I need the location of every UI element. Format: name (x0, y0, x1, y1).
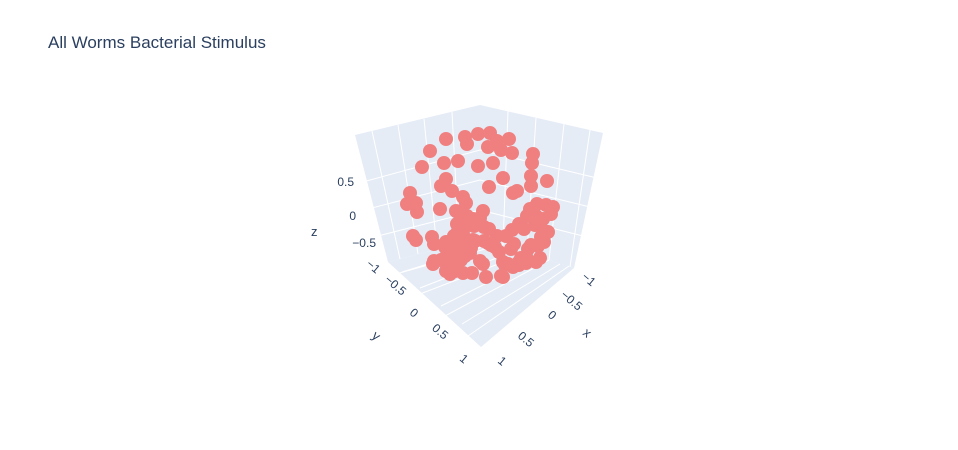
data-point[interactable] (403, 186, 417, 200)
data-point[interactable] (400, 197, 414, 211)
data-point[interactable] (476, 257, 490, 271)
data-point[interactable] (423, 144, 437, 158)
data-point[interactable] (486, 156, 500, 170)
data-point[interactable] (524, 179, 538, 193)
data-point[interactable] (496, 270, 510, 284)
data-point[interactable] (533, 251, 547, 265)
data-point[interactable] (525, 156, 539, 170)
data-point[interactable] (425, 230, 439, 244)
data-point[interactable] (415, 160, 429, 174)
data-point[interactable] (410, 205, 424, 219)
data-point[interactable] (460, 137, 474, 151)
data-point[interactable] (426, 257, 440, 271)
data-point[interactable] (439, 172, 453, 186)
x-tick-0.5: 0.5 (515, 329, 537, 351)
data-point[interactable] (498, 258, 512, 272)
data-point[interactable] (456, 227, 470, 241)
data-point[interactable] (540, 174, 554, 188)
data-point[interactable] (439, 132, 453, 146)
data-point[interactable] (482, 180, 496, 194)
data-point[interactable] (471, 127, 485, 141)
z-axis-title: z (311, 224, 318, 239)
data-point[interactable] (439, 250, 453, 264)
data-point[interactable] (471, 159, 485, 173)
data-point[interactable] (524, 169, 538, 183)
data-point[interactable] (505, 146, 519, 160)
y-tick-0: 0 (407, 305, 421, 320)
x-tick-0: 0 (545, 308, 559, 323)
data-point[interactable] (506, 186, 520, 200)
x-tick-neg0.5: −0.5 (558, 288, 585, 314)
data-point[interactable] (517, 222, 531, 236)
data-point[interactable] (406, 229, 420, 243)
data-point[interactable] (479, 270, 493, 284)
data-point[interactable] (481, 140, 495, 154)
x-axis-title: x (580, 325, 595, 341)
data-point[interactable] (459, 196, 473, 210)
data-point[interactable] (451, 154, 465, 168)
data-point[interactable] (502, 132, 516, 146)
z-tick-0: 0 (349, 209, 356, 223)
chart-title: All Worms Bacterial Stimulus (48, 33, 266, 52)
z-tick-neg0.5: −0.5 (352, 236, 376, 250)
y-tick-neg1: −1 (364, 257, 384, 277)
data-point[interactable] (507, 237, 521, 251)
y-tick-1: 1 (457, 351, 471, 366)
data-point[interactable] (496, 171, 510, 185)
z-tick-0.5: 0.5 (337, 175, 354, 189)
data-point[interactable] (505, 223, 519, 237)
y-tick-0.5: 0.5 (429, 321, 451, 343)
data-point[interactable] (437, 156, 451, 170)
data-point[interactable] (536, 212, 550, 226)
data-point[interactable] (465, 266, 479, 280)
data-point[interactable] (445, 184, 459, 198)
data-point[interactable] (466, 212, 480, 226)
x-tick-neg1: −1 (579, 270, 599, 290)
data-point[interactable] (433, 202, 447, 216)
y-axis-title: y (369, 328, 384, 344)
data-point[interactable] (494, 143, 508, 157)
x-tick-1: 1 (495, 354, 509, 369)
scatter-points[interactable] (400, 126, 560, 284)
